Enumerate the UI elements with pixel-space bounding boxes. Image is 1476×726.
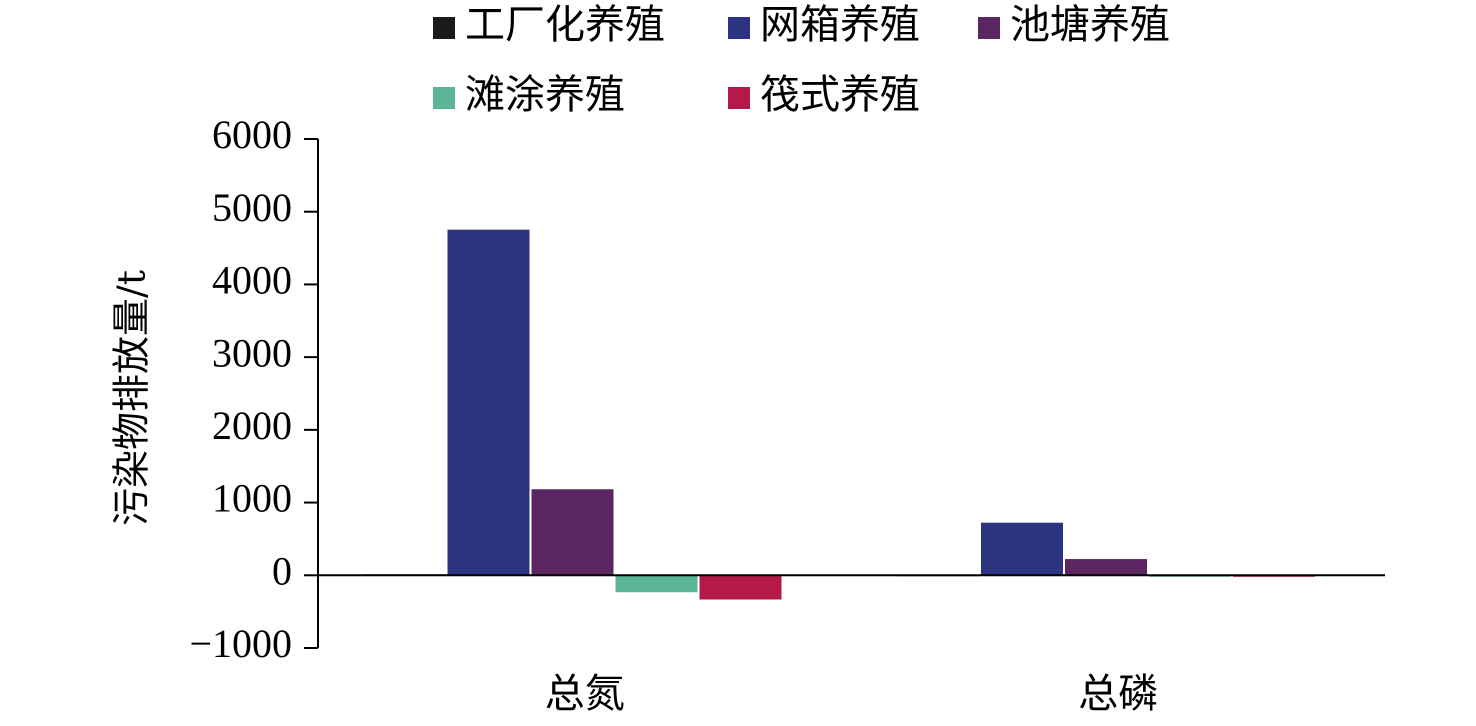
x-tick-label: 总氮 <box>545 671 625 717</box>
legend-swatch <box>433 87 455 109</box>
legend-label: 网箱养殖 <box>760 2 920 48</box>
bar-2-2 <box>980 521 1064 576</box>
legend-label: 池塘养殖 <box>1010 2 1170 48</box>
x-tick-label: 总磷 <box>1078 671 1158 717</box>
x-axis: 总氮 总磷 <box>318 574 1385 717</box>
bar-2-1 <box>446 228 531 576</box>
legend-swatch <box>978 17 1000 39</box>
legend-label: 筏式养殖 <box>760 72 920 118</box>
legend-swatch <box>728 87 750 109</box>
bar-5-1 <box>698 574 783 601</box>
y-tick-label: 3000 <box>212 330 292 375</box>
y-tick-label: 6000 <box>212 112 292 157</box>
bar-4-1 <box>614 574 699 594</box>
bars <box>362 228 1316 601</box>
y-tick-label: 4000 <box>212 258 292 303</box>
legend-label: 工厂化养殖 <box>465 2 665 48</box>
bar-3-1 <box>530 488 615 576</box>
y-tick-label: 5000 <box>212 185 292 230</box>
legend-label: 滩涂养殖 <box>465 72 625 118</box>
y-tick-label: −1000 <box>189 621 292 666</box>
y-axis: 6000 5000 4000 3000 2000 1000 0 −1000 <box>189 112 319 666</box>
legend-swatch <box>433 17 455 39</box>
y-tick-label: 0 <box>272 548 292 593</box>
legend-swatch <box>728 17 750 39</box>
y-tick-label: 2000 <box>212 403 292 448</box>
y-tick-label: 1000 <box>212 476 292 521</box>
y-axis-label: 污染物排放量/t <box>110 270 154 526</box>
bar-3-2 <box>1064 558 1148 576</box>
